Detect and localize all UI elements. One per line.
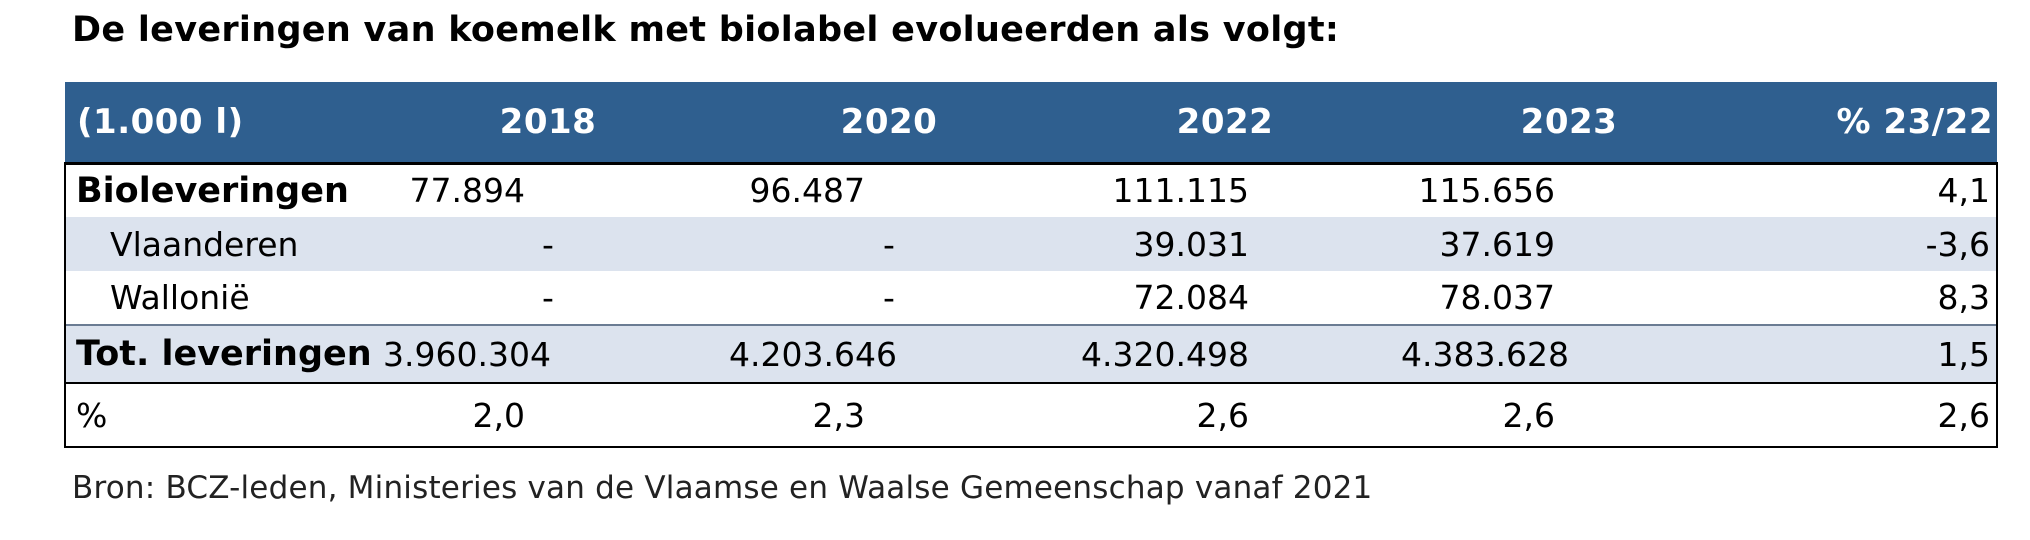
row-label: % <box>64 382 375 448</box>
header-2020: 2020 <box>721 82 1057 163</box>
table-row-bioleveringen: Bioleveringen 77.894 96.487 111.115 115.… <box>64 161 1998 217</box>
cell-2020: 2,3 <box>721 382 1057 448</box>
table-row-percentage: % 2,0 2,3 2,6 2,6 2,6 <box>64 382 1998 448</box>
cell-2022: 111.115 <box>1057 161 1393 217</box>
cell-2023: 115.656 <box>1393 161 1745 217</box>
header-unit: (1.000 l) <box>65 82 375 163</box>
cell-pct: -3,6 <box>1745 217 1998 271</box>
cell-2023: 2,6 <box>1393 382 1745 448</box>
cell-2020: - <box>721 217 1057 271</box>
cell-2020: 96.487 <box>721 161 1057 217</box>
cell-2022: 4.320.498 <box>1057 324 1393 383</box>
cell-2018: 77.894 <box>375 161 721 217</box>
cell-pct: 4,1 <box>1745 161 1998 217</box>
table-row-vlaanderen: Vlaanderen - - 39.031 37.619 -3,6 <box>64 217 1998 271</box>
cell-2018: - <box>542 278 554 317</box>
cell-2022: 39.031 <box>1057 217 1393 271</box>
cell-2018: 3.960.304 <box>375 324 721 383</box>
header-2023: 2023 <box>1393 82 1745 163</box>
header-2018: 2018 <box>375 82 721 163</box>
page-title: De leveringen van koemelk met biolabel e… <box>72 10 1340 50</box>
cell-pct: 1,5 <box>1745 324 1998 383</box>
cell-2022: 72.084 <box>1133 278 1249 317</box>
cell-2018: - <box>375 217 721 271</box>
row-label: Bioleveringen <box>64 161 375 217</box>
table-header-row: (1.000 l) 2018 2020 2022 2023 % 23/22 <box>65 82 1997 163</box>
cell-2018: 2,0 <box>375 382 721 448</box>
table-row-tot-leveringen: Tot. leveringen 3.960.304 4.203.646 4.32… <box>64 324 1998 383</box>
cell-2023: 4.383.628 <box>1393 324 1745 383</box>
cell-2023: 37.619 <box>1393 217 1745 271</box>
cell-2022: 2,6 <box>1057 382 1393 448</box>
cell-2020: - <box>883 278 895 317</box>
cell-2023: 78.037 <box>1439 278 1555 317</box>
cell-2020: 4.203.646 <box>721 324 1057 383</box>
source-note: Bron: BCZ-leden, Ministeries van de Vlaa… <box>72 470 1373 506</box>
row-label: Vlaanderen <box>64 217 375 271</box>
header-pct-change: % 23/22 <box>1745 82 1997 163</box>
milk-deliveries-table: (1.000 l) 2018 2020 2022 2023 % 23/22 Bi… <box>64 82 1998 448</box>
row-label: Tot. leveringen <box>64 324 375 383</box>
header-2022: 2022 <box>1057 82 1393 163</box>
cell-pct: 2,6 <box>1745 382 1998 448</box>
table-row-wallonie: Wallonië - - 72.084 78.037 8,3 <box>64 271 1998 325</box>
row-label: Wallonië <box>64 271 375 325</box>
cell-pct: 8,3 <box>1745 271 1998 325</box>
